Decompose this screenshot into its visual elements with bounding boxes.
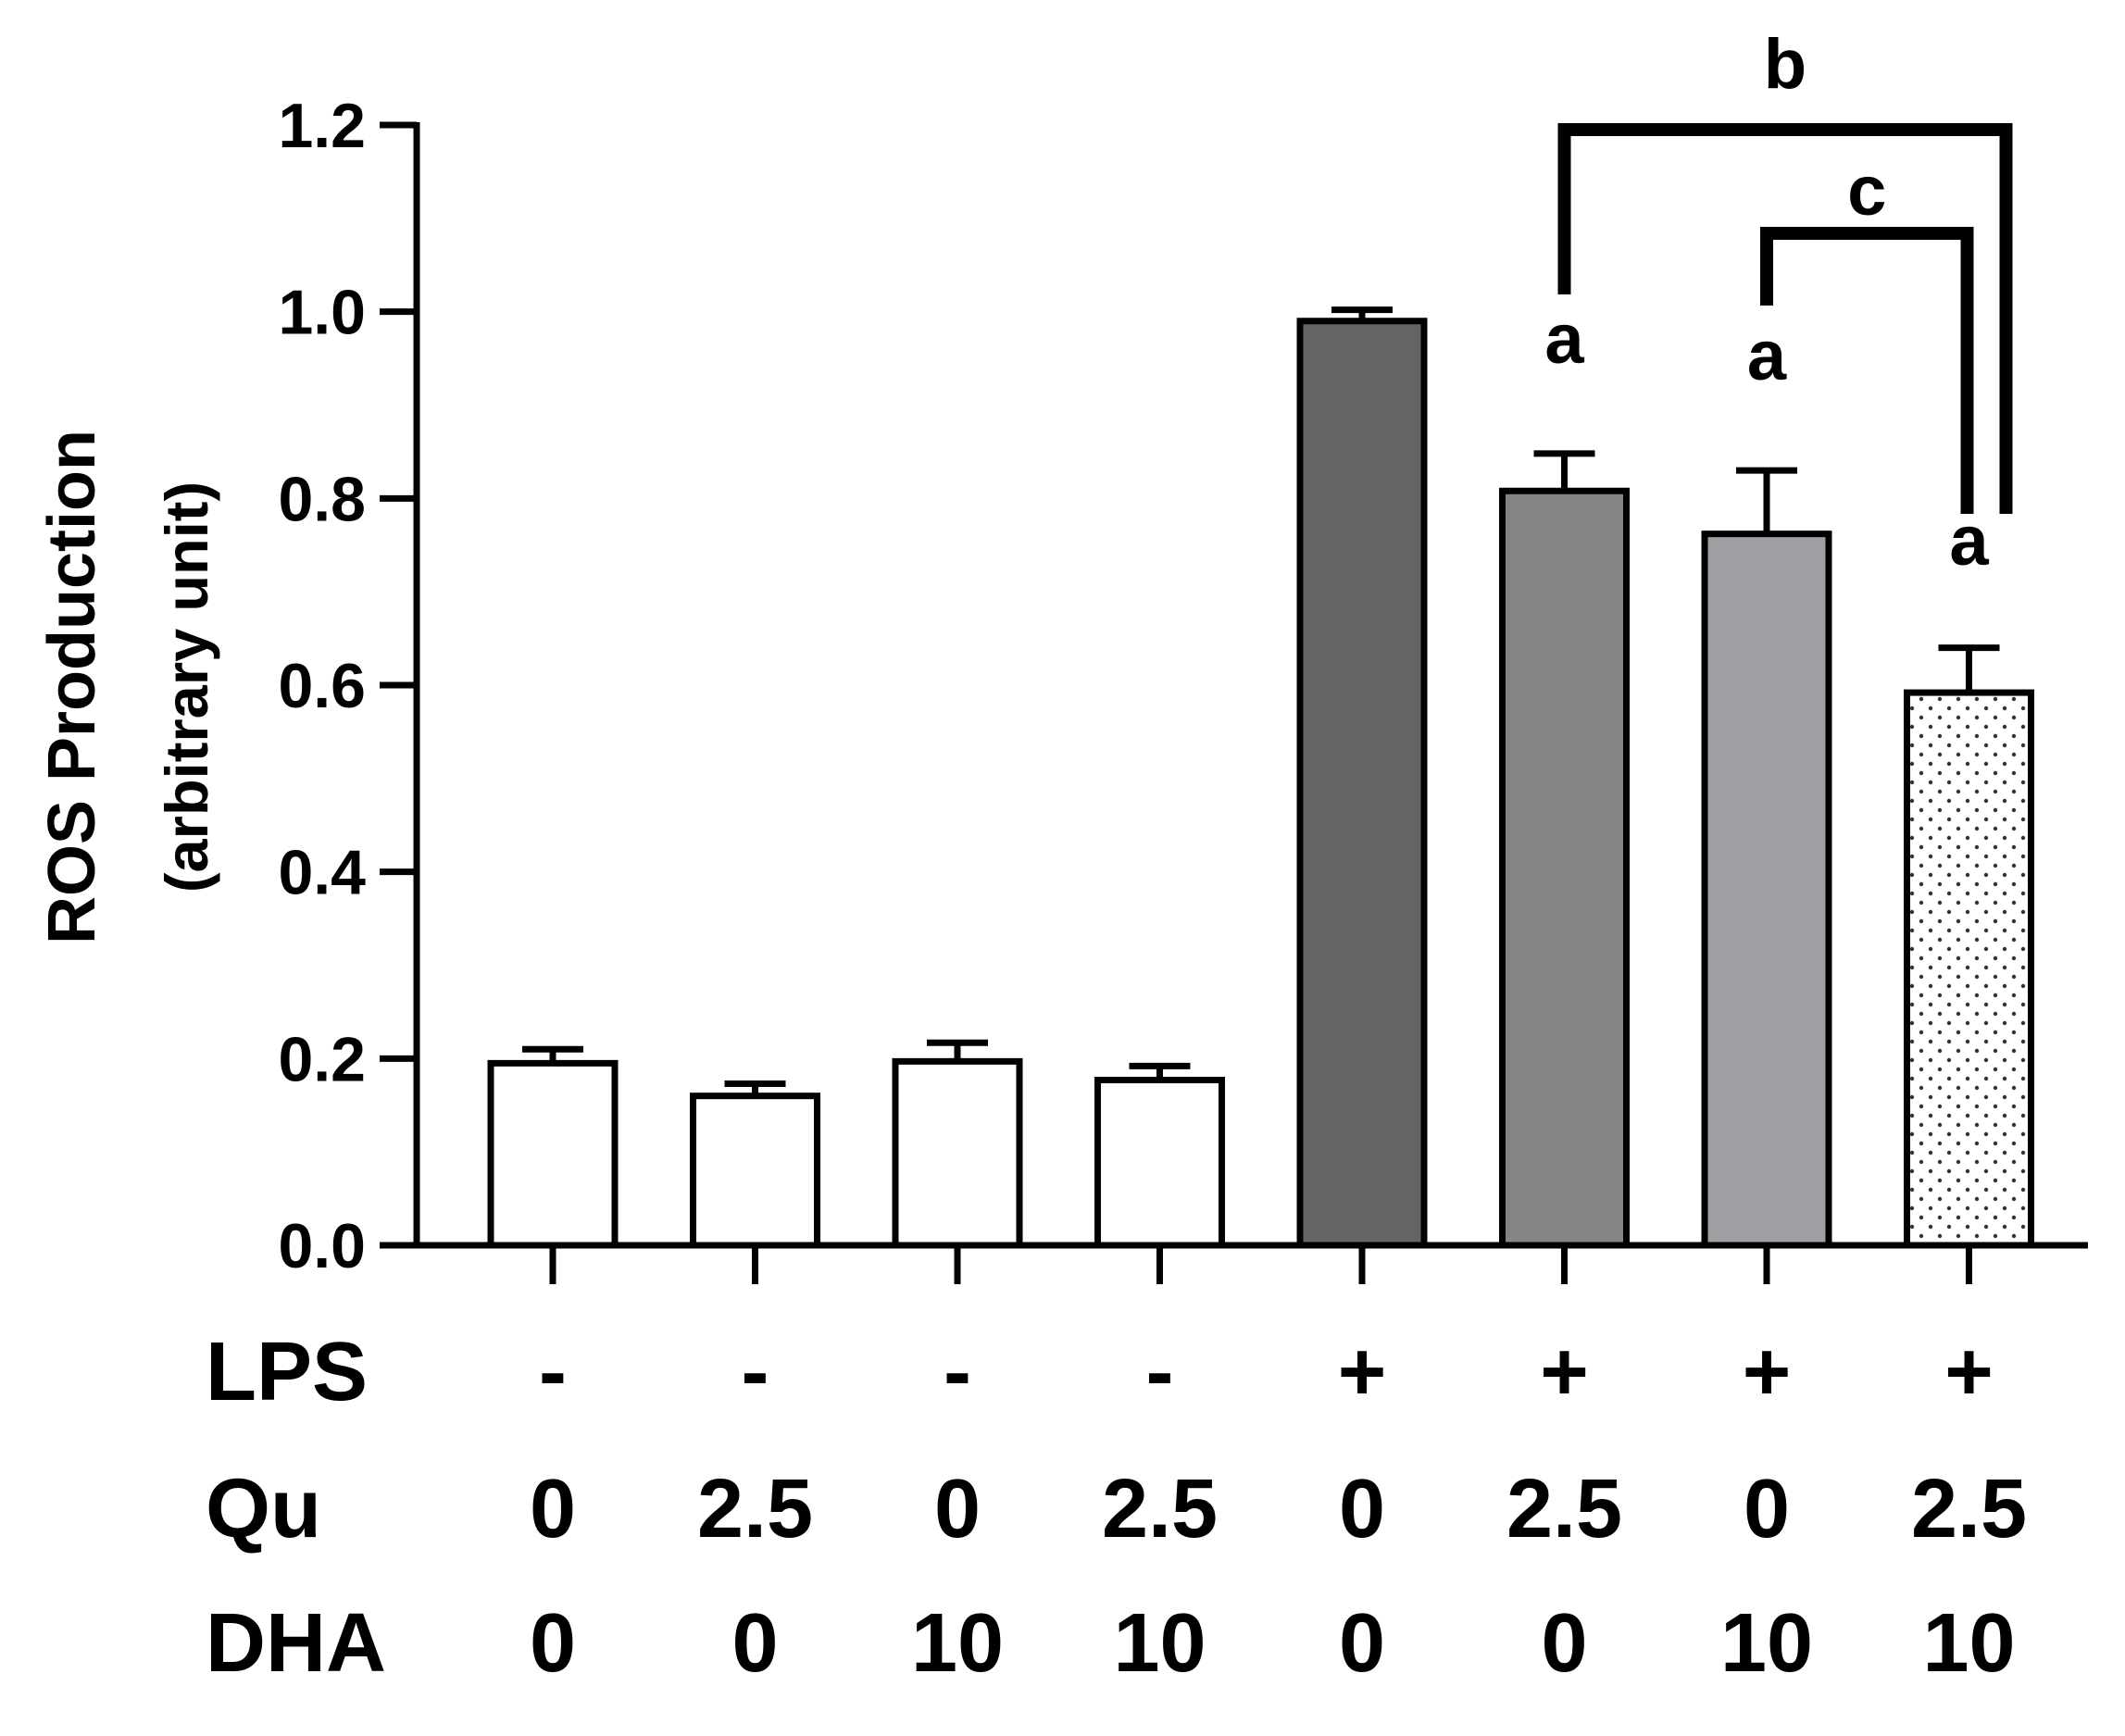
treatment-value: 10 bbox=[1720, 1597, 1813, 1690]
axes: 0.0 0.2 0.4 0.6 0.8 1.0 1.2 bbox=[278, 91, 2088, 1284]
bar bbox=[1296, 318, 1428, 1249]
treatment-value: 2.5 bbox=[1506, 1463, 1622, 1555]
treatment-value: 0 bbox=[1744, 1463, 1790, 1555]
y-tick-label: 0.6 bbox=[278, 651, 366, 721]
significance-bracket-label: c bbox=[1847, 152, 1886, 231]
bar bbox=[1701, 531, 1832, 1249]
treatment-value: 0 bbox=[1339, 1597, 1385, 1690]
significance-letter: a bbox=[1544, 300, 1584, 379]
treatment-table: LPS - - - - + + + + Qu 0 2.5 0 2.5 0 2.5 0 2.5 DHA 0 0 10 10 0 0… bbox=[206, 1326, 2027, 1690]
treatment-value: + bbox=[1540, 1326, 1589, 1418]
treatment-value: 10 bbox=[1922, 1597, 2015, 1690]
bar bbox=[892, 1057, 1023, 1249]
treatment-value: - bbox=[742, 1326, 769, 1418]
treatment-value: + bbox=[1743, 1326, 1792, 1418]
treatment-value: 0 bbox=[530, 1597, 576, 1690]
y-tick-label: 0.0 bbox=[278, 1211, 366, 1281]
treatment-value: + bbox=[1338, 1326, 1387, 1418]
treatment-value: 2.5 bbox=[1102, 1463, 1218, 1555]
y-axis-label: ROS Production bbox=[35, 430, 109, 944]
y-tick-label: 0.2 bbox=[278, 1024, 366, 1094]
significance-bracket bbox=[1760, 227, 1974, 514]
treatment-value: 0 bbox=[934, 1463, 981, 1555]
treatment-value: 0 bbox=[530, 1463, 576, 1555]
y-axis-title: ROS Production (arbitrary unit) bbox=[35, 430, 220, 944]
treatment-row-label: Qu bbox=[206, 1463, 321, 1555]
treatment-value: - bbox=[539, 1326, 567, 1418]
bar bbox=[487, 1059, 619, 1249]
treatment-value: - bbox=[1146, 1326, 1174, 1418]
treatment-value: 2.5 bbox=[1911, 1463, 2027, 1555]
significance-bracket-label: b bbox=[1764, 25, 1806, 104]
bar bbox=[1499, 487, 1630, 1249]
treatment-value: 0 bbox=[731, 1597, 778, 1690]
treatment-value: 0 bbox=[1541, 1597, 1587, 1690]
y-tick-label: 1.2 bbox=[278, 91, 366, 161]
significance-bracket bbox=[1557, 123, 2013, 514]
treatment-value: + bbox=[1944, 1326, 1994, 1418]
bars bbox=[487, 306, 2034, 1249]
treatment-value: 0 bbox=[1339, 1463, 1385, 1555]
treatment-value: 10 bbox=[911, 1597, 1004, 1690]
significance-letter: a bbox=[1747, 317, 1787, 395]
bar bbox=[1094, 1077, 1225, 1249]
y-tick-label: 1.0 bbox=[278, 278, 366, 348]
significance-annotations: a a a bc bbox=[1544, 25, 2013, 581]
treatment-value: 10 bbox=[1113, 1597, 1206, 1690]
treatment-value: - bbox=[944, 1326, 971, 1418]
treatment-row-label: DHA bbox=[206, 1597, 386, 1690]
treatment-row-label: LPS bbox=[206, 1326, 368, 1418]
treatment-value: 2.5 bbox=[697, 1463, 813, 1555]
y-tick-label: 0.4 bbox=[278, 838, 366, 908]
bar bbox=[690, 1093, 820, 1249]
bar bbox=[1904, 689, 2034, 1249]
significance-letter: a bbox=[1949, 502, 1989, 581]
y-tick-label: 0.8 bbox=[278, 464, 366, 534]
y-axis-label-unit: (arbitrary unit) bbox=[153, 481, 220, 893]
